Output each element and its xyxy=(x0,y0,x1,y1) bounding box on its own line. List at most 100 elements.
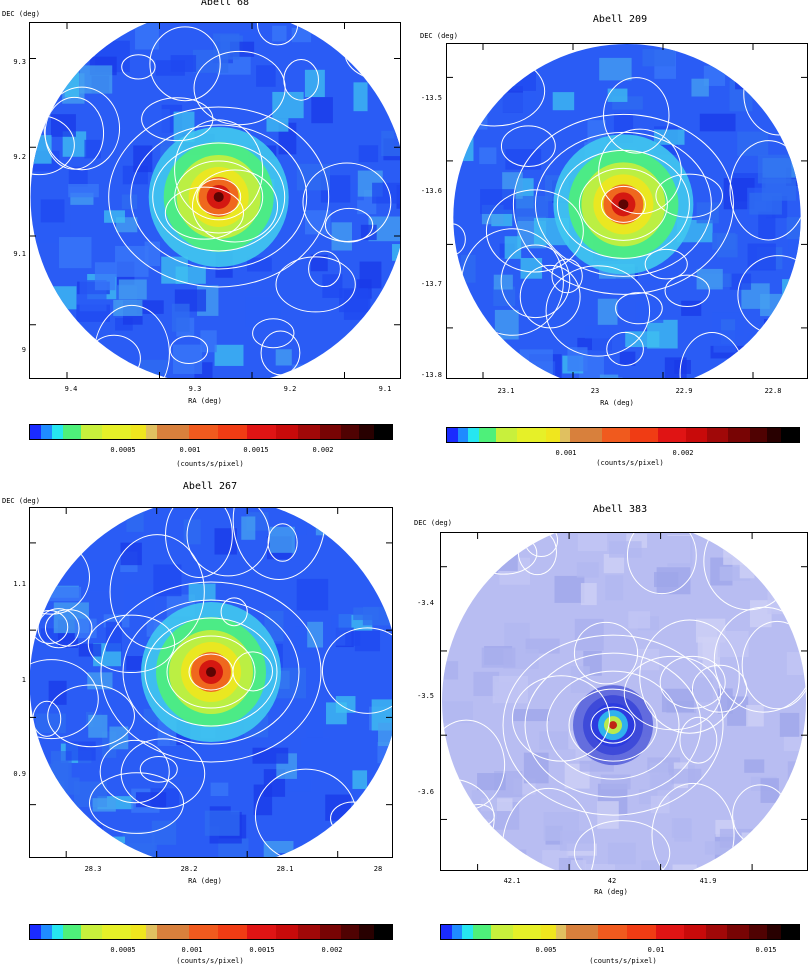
map-tile xyxy=(719,828,753,848)
panel-title: Abell 267 xyxy=(182,481,238,492)
map-tile xyxy=(310,254,328,272)
map-tile xyxy=(335,696,356,713)
map-tile xyxy=(392,24,400,50)
map-tile xyxy=(88,714,108,738)
colorbar xyxy=(446,427,800,443)
y-tick: 9.2 xyxy=(13,153,26,161)
map-tile xyxy=(567,347,588,372)
colorbar-segment xyxy=(451,925,463,939)
contour-line xyxy=(573,820,671,870)
map-tile xyxy=(51,114,76,137)
colorbar-tick: 0.01 xyxy=(647,946,665,954)
colorbar-segment xyxy=(570,428,602,442)
map-tile xyxy=(252,747,289,764)
colorbar-label: (counts/s/pixel) xyxy=(176,460,244,468)
map-tile xyxy=(339,288,369,313)
colorbar-segment xyxy=(447,428,458,442)
map-tile xyxy=(460,551,478,577)
colorbar-tick: 0.0015 xyxy=(249,946,275,954)
contour-line xyxy=(606,331,644,366)
contour-line xyxy=(626,533,697,595)
contour-line xyxy=(551,258,583,294)
map-tile xyxy=(346,515,376,539)
map-tile xyxy=(733,49,756,79)
map-tile xyxy=(126,656,143,671)
map-tile xyxy=(760,778,779,803)
colorbar-segment xyxy=(468,428,479,442)
map-tile xyxy=(60,824,83,846)
contour-line xyxy=(99,739,170,804)
map-tile xyxy=(607,88,628,102)
contour-line xyxy=(267,523,298,562)
map-tile xyxy=(493,274,513,290)
map-tile xyxy=(115,245,149,277)
colorbar-segment xyxy=(441,925,452,939)
map-tile xyxy=(782,279,801,308)
map-tile xyxy=(696,202,719,224)
contour-line xyxy=(100,581,322,763)
map-tile xyxy=(519,349,553,378)
map-tile xyxy=(497,540,518,571)
colorbar-tick: 0.002 xyxy=(312,446,334,454)
map-tile xyxy=(92,798,116,812)
map-tile xyxy=(574,618,604,651)
map-tile xyxy=(763,74,781,99)
colorbar-segment xyxy=(341,425,360,439)
colorbar-label: (counts/s/pixel) xyxy=(176,957,244,965)
emission-ring xyxy=(618,199,629,210)
map-tile xyxy=(331,222,353,251)
contour-line xyxy=(174,119,264,221)
map-tile xyxy=(172,344,203,374)
colorbar-segment xyxy=(598,925,628,939)
map-tile xyxy=(667,536,693,567)
x-axis-label: RA (deg) xyxy=(188,877,222,885)
colorbar-segment xyxy=(276,925,298,939)
map-tile xyxy=(442,661,459,680)
map-tile xyxy=(735,58,753,90)
contour-line xyxy=(149,26,221,102)
map-tile xyxy=(599,374,619,378)
y-tick: 9 xyxy=(21,346,26,354)
contour-line xyxy=(174,160,264,234)
map-tile xyxy=(502,92,537,113)
map-tile xyxy=(741,832,759,856)
map-tile xyxy=(719,368,749,378)
colorbar-segment xyxy=(102,425,132,439)
map-tile xyxy=(446,827,465,854)
y-tick: 9.1 xyxy=(13,250,26,258)
map-tile xyxy=(359,261,382,289)
colorbar-segment xyxy=(627,925,656,939)
map-tile xyxy=(799,334,801,351)
contour-line xyxy=(691,664,748,713)
map-tile xyxy=(803,866,806,870)
contour-line xyxy=(502,634,724,816)
contour-line xyxy=(743,51,801,136)
contour-line xyxy=(600,185,646,223)
xray-map xyxy=(447,44,807,378)
map-field xyxy=(453,44,801,378)
colorbar-segment xyxy=(545,428,560,442)
contour-line xyxy=(196,178,242,216)
map-tile xyxy=(461,254,476,283)
colorbar-segment xyxy=(686,428,708,442)
colorbar-segment xyxy=(80,925,103,939)
map-tile xyxy=(459,375,481,378)
map-tile xyxy=(597,298,618,325)
colorbar-segment xyxy=(30,425,41,439)
y-tick: 1 xyxy=(21,676,26,684)
map-tile xyxy=(763,318,797,337)
map-tile xyxy=(105,621,122,652)
map-tile xyxy=(94,262,116,291)
map-tile xyxy=(467,562,499,575)
map-tile xyxy=(40,199,65,223)
contour-line xyxy=(590,706,636,744)
map-tile xyxy=(554,575,585,603)
map-tile xyxy=(481,70,516,89)
contour-line xyxy=(275,256,356,313)
contour-line xyxy=(302,162,392,243)
map-tile xyxy=(300,737,330,751)
colorbar-segment xyxy=(541,925,556,939)
map-tile xyxy=(737,131,769,156)
colorbar-segment xyxy=(359,925,374,939)
map-tile xyxy=(315,509,344,536)
